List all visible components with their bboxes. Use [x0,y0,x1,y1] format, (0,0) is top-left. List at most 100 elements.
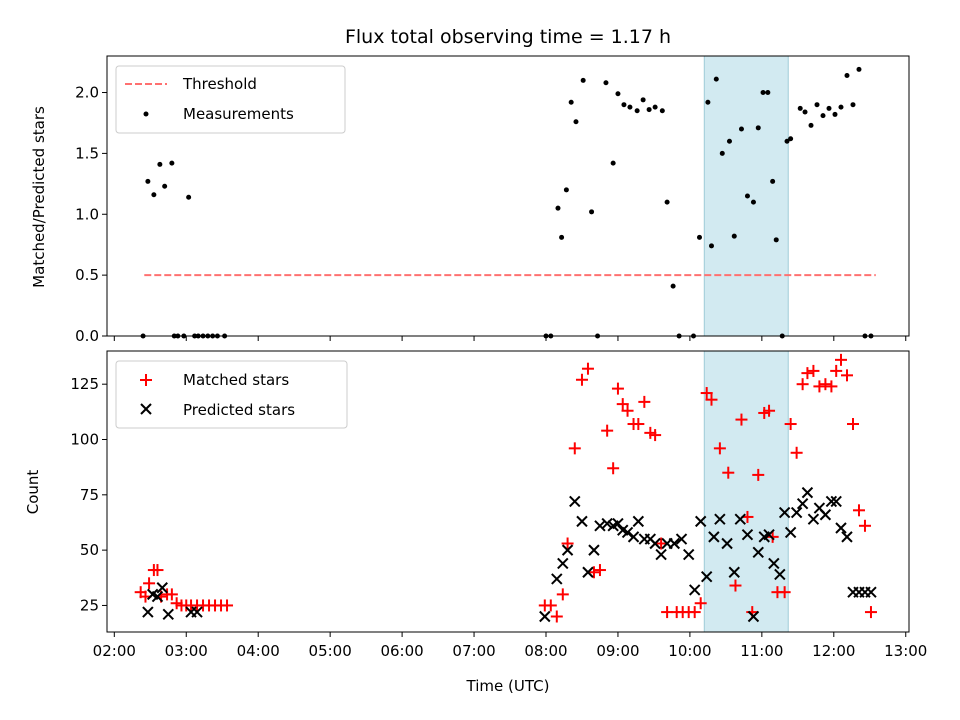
measurement-point [797,105,803,111]
measurement-point [555,205,561,211]
matched-point [825,380,838,393]
predicted-point [539,610,551,623]
predicted-point [668,537,681,550]
x-tick-label: 02:00 [93,642,136,660]
predicted-point [582,566,594,578]
top-legend-box [115,65,346,134]
matched-point [151,564,164,577]
y-tick-label: 75 [80,486,99,504]
measurement-point [659,108,665,114]
predicted-point [819,509,832,521]
matched-point [221,599,234,612]
measurement-point [856,66,862,72]
matched-point [581,362,594,375]
top-data-marks [140,66,876,339]
predicted-point [768,557,780,570]
measurement-point [568,99,574,105]
y-tick-label: 2.0 [75,84,99,102]
measurement-point [760,90,766,96]
bottom-panel: 25 50 75 100 125 02:00 03:00 04:00 05:00 06:00 07… [24,350,927,695]
predicted-point [688,584,701,596]
matched-point [834,353,847,366]
measurement-point [826,105,832,111]
predicted-point [621,526,634,539]
measurement-point [773,237,779,243]
matched-point [722,466,735,479]
predicted-point [162,608,174,621]
measurement-point [784,138,790,144]
matched-point [561,537,574,550]
bottom-axes-frame [106,350,910,633]
measurement-point [621,102,627,108]
measurement-point [719,150,725,156]
matched-point [607,462,620,475]
matched-point [807,364,820,377]
measurement-point [169,160,175,166]
x-tick-label: 12:00 [812,642,855,660]
predicted-point [708,531,720,543]
matched-point [621,404,634,417]
predicted-point [601,517,613,530]
measurement-point [713,76,719,82]
measurement-point [726,138,732,144]
predicted-point [747,610,760,623]
matched-point [852,504,865,517]
top-x-ticks [113,336,907,341]
predicted-point [734,513,746,525]
measurement-point [615,91,621,97]
matched-point [735,413,748,426]
measurement-point [652,104,658,110]
predicted-point [790,506,803,519]
y-tick-label: 1.0 [75,205,99,223]
measurement-point [770,178,776,184]
predicted-point [569,495,581,508]
top-axes-frame [106,55,910,337]
predicted-point [551,573,563,585]
bottom-legend-box [115,360,348,429]
matched-point [655,537,668,550]
legend-predicted-swatch [140,403,152,415]
legend-matched-label: Matched stars [183,371,289,389]
legend-matched-swatch [140,374,152,386]
legend-measurements-label: Measurements [183,105,294,123]
predicted-point [784,526,797,539]
matched-point [840,369,853,382]
matched-point [165,588,178,601]
matched-point [587,566,600,579]
y-tick-label: 25 [80,596,99,614]
y-tick-label: 125 [70,375,99,393]
predicted-point [700,570,713,583]
x-tick-label: 06:00 [380,642,423,660]
x-tick-label: 13:00 [884,642,927,660]
legend-measurements-swatch [143,111,149,117]
predicted-point [694,515,707,528]
bottom-x-ticks: 02:00 03:00 04:00 05:00 06:00 07:00 08:00 09:00… [93,632,927,660]
predicted-point [191,606,203,618]
matched-point [752,468,765,481]
matched-point [550,610,563,623]
predicted-point [576,515,588,528]
matched-point [846,418,859,431]
top-legend: Threshold Measurements [115,65,346,134]
measurement-point [838,104,844,110]
measurement-point [820,113,826,119]
measurement-point [610,160,616,166]
measurement-point [573,119,579,125]
measurement-point [186,194,192,200]
measurement-point [670,283,676,289]
measurement-point [664,199,670,205]
matched-point [611,382,624,395]
predicted-point [741,528,754,541]
predicted-point [835,522,847,534]
predicted-point [865,586,877,598]
x-tick-label: 04:00 [237,642,280,660]
measurement-point [162,183,168,189]
predicted-point [796,497,809,510]
measurement-point [151,192,157,198]
measurement-point [788,136,794,142]
matched-point [544,599,557,612]
predicted-point [807,513,820,525]
measurement-point [563,187,569,193]
chart-title: Flux total observing time = 1.17 h [345,26,671,48]
